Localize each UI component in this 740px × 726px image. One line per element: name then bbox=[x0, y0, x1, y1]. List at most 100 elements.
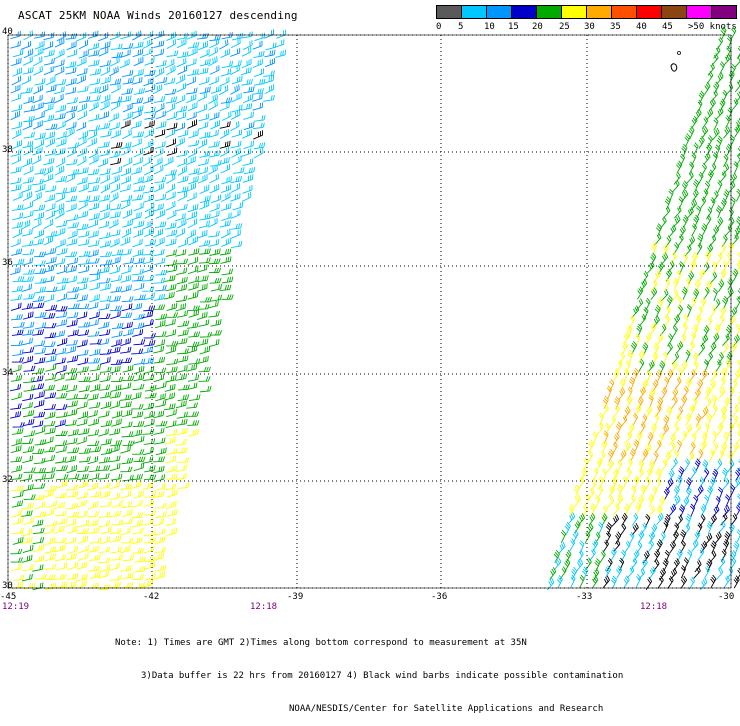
wind-barb bbox=[166, 313, 178, 318]
wind-barb bbox=[607, 496, 614, 508]
wind-barb bbox=[23, 177, 34, 184]
wind-barb bbox=[44, 447, 56, 453]
wind-barb bbox=[241, 103, 252, 110]
wind-barb bbox=[65, 87, 75, 94]
wind-barb bbox=[67, 142, 78, 148]
wind-barb bbox=[89, 78, 100, 85]
wind-barb bbox=[209, 211, 219, 219]
wind-barb bbox=[736, 324, 740, 337]
wind-barb bbox=[221, 229, 230, 238]
wind-barb bbox=[45, 427, 56, 434]
wind-barb bbox=[697, 485, 704, 497]
wind-barb bbox=[44, 219, 53, 229]
wind-barb bbox=[731, 27, 736, 40]
wind-barb bbox=[78, 536, 88, 544]
wind-barb bbox=[133, 314, 144, 320]
wind-barb bbox=[187, 211, 197, 219]
wind-barb bbox=[165, 384, 175, 392]
wind-barb bbox=[166, 192, 175, 200]
wind-barb bbox=[111, 142, 122, 148]
wind-barb bbox=[76, 580, 86, 588]
wind-barb bbox=[186, 77, 195, 86]
wind-barb bbox=[33, 303, 44, 309]
wind-barb bbox=[45, 521, 57, 526]
wind-barb bbox=[111, 359, 123, 364]
wind-barb bbox=[143, 156, 152, 166]
wind-barb bbox=[110, 392, 121, 398]
wind-barb bbox=[21, 438, 33, 443]
wind-barb bbox=[88, 528, 100, 533]
wind-barb bbox=[178, 130, 188, 137]
wind-barb bbox=[144, 492, 156, 497]
wind-barb bbox=[55, 49, 64, 58]
wind-barb bbox=[701, 369, 707, 381]
wind-barb bbox=[34, 269, 46, 274]
wind-barb bbox=[679, 334, 686, 346]
wind-barb bbox=[10, 41, 20, 49]
wind-barb bbox=[231, 183, 240, 193]
wind-barb bbox=[188, 42, 199, 48]
wind-barb bbox=[197, 33, 208, 39]
wind-barb bbox=[243, 94, 252, 103]
wind-barb bbox=[209, 339, 219, 347]
wind-barb bbox=[686, 478, 691, 491]
wind-barb bbox=[112, 331, 123, 338]
wind-barb bbox=[133, 42, 144, 49]
wind-barb bbox=[197, 264, 207, 272]
wind-barb bbox=[244, 141, 254, 149]
wind-barb bbox=[188, 102, 197, 111]
wind-barb bbox=[598, 522, 602, 535]
wind-barb bbox=[131, 392, 141, 400]
wind-barb bbox=[10, 549, 22, 554]
wind-barb bbox=[67, 41, 76, 49]
wind-barb bbox=[176, 112, 186, 120]
wind-barb bbox=[673, 180, 680, 192]
wind-barb bbox=[176, 95, 185, 104]
wind-barb bbox=[32, 155, 41, 165]
wind-barb bbox=[647, 261, 654, 273]
wind-barb bbox=[133, 69, 143, 77]
wind-barb bbox=[89, 349, 100, 356]
wind-barb bbox=[176, 106, 187, 113]
wind-barb bbox=[66, 394, 77, 400]
wind-barb bbox=[56, 176, 67, 182]
wind-barb bbox=[166, 239, 176, 246]
wind-barb bbox=[34, 78, 45, 85]
wind-barb bbox=[154, 339, 164, 346]
wind-barb bbox=[728, 181, 735, 193]
wind-barb bbox=[276, 30, 285, 39]
wind-barb bbox=[24, 494, 36, 499]
wind-barb bbox=[664, 415, 669, 428]
wind-barb bbox=[144, 340, 155, 346]
wind-barb bbox=[55, 538, 67, 543]
wind-barb bbox=[165, 284, 176, 291]
wind-barb bbox=[133, 339, 144, 345]
wind-barb bbox=[263, 95, 274, 101]
wind-barb bbox=[24, 105, 35, 112]
wind-barb bbox=[221, 192, 230, 201]
wind-barb bbox=[132, 411, 143, 418]
wind-barb bbox=[111, 520, 123, 525]
wind-barb bbox=[656, 469, 661, 482]
wind-barb bbox=[209, 174, 218, 183]
wind-barb bbox=[672, 352, 679, 364]
wind-barb bbox=[11, 486, 23, 491]
wind-barb bbox=[32, 219, 41, 229]
wind-barb bbox=[166, 367, 177, 373]
wind-barb bbox=[23, 210, 33, 218]
wind-barb bbox=[89, 177, 100, 183]
wind-barb bbox=[145, 562, 155, 569]
wind-barb bbox=[175, 249, 186, 256]
wind-barb bbox=[88, 358, 100, 363]
wind-barb bbox=[133, 249, 143, 256]
wind-barb bbox=[134, 203, 144, 211]
wind-barb bbox=[253, 130, 262, 139]
wind-barb bbox=[178, 239, 188, 247]
wind-barb bbox=[77, 401, 87, 408]
wind-barb bbox=[67, 49, 77, 57]
wind-barb bbox=[133, 491, 143, 499]
wind-barb bbox=[55, 440, 66, 445]
wind-barb bbox=[34, 212, 44, 220]
wind-barb bbox=[123, 77, 134, 84]
wind-barb bbox=[155, 103, 164, 112]
